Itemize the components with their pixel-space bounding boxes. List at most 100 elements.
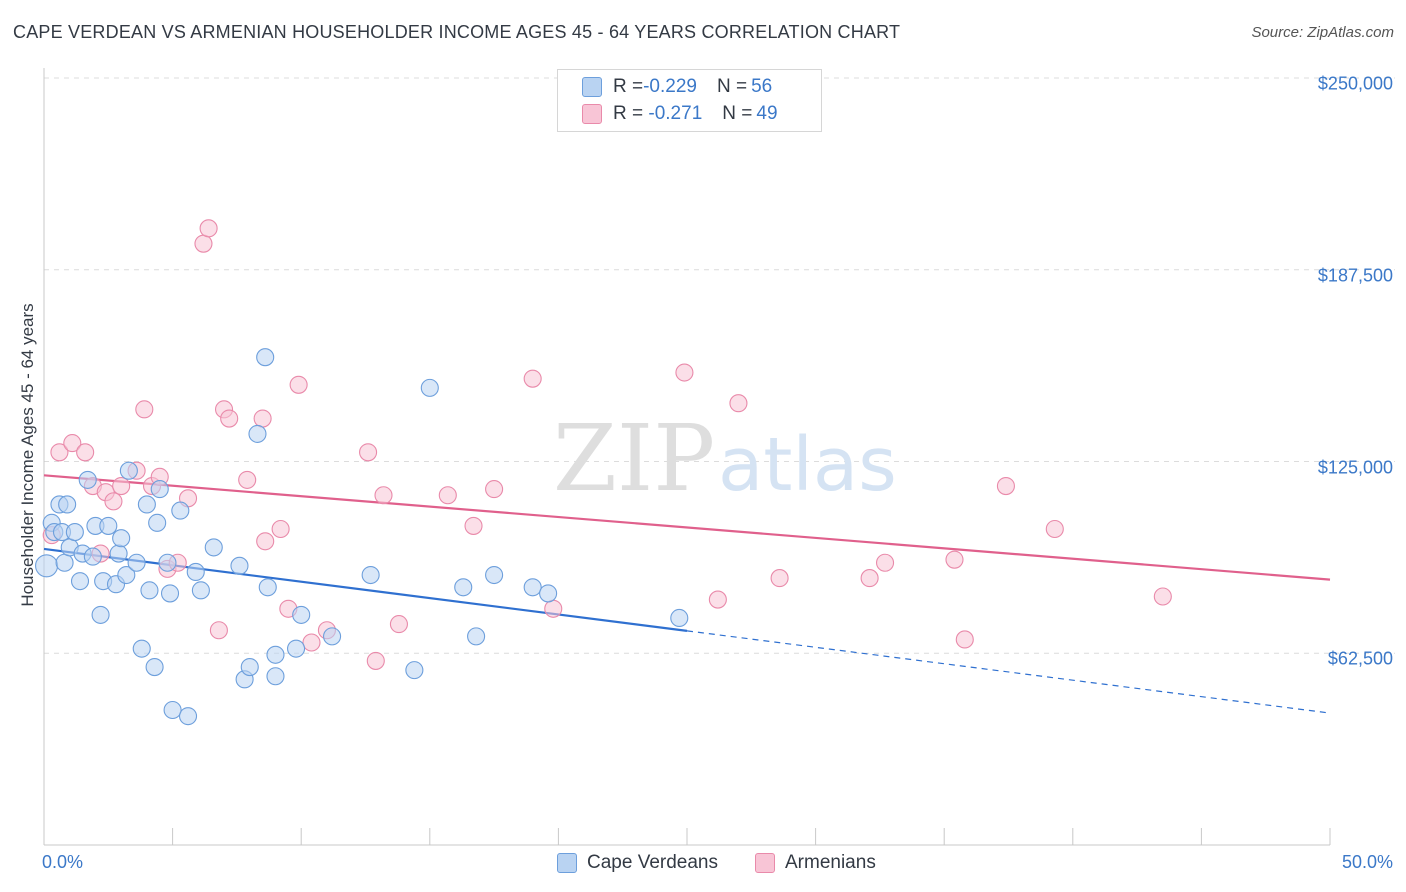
point-armenians <box>289 375 308 394</box>
point-cape-verdeans <box>230 556 249 575</box>
point-armenians <box>544 599 563 618</box>
point-cape-verdeans <box>191 581 210 600</box>
point-cape-verdeans <box>240 658 259 677</box>
point-armenians <box>1153 587 1172 606</box>
axes <box>43 68 1331 846</box>
point-cape-verdeans <box>454 578 473 597</box>
point-armenians <box>359 443 378 462</box>
legend-n-value: 49 <box>756 103 778 124</box>
legend-r-value: -0.229 <box>643 76 697 97</box>
y-tick-label: $250,000 <box>1317 73 1393 94</box>
point-cape-verdeans <box>99 516 118 535</box>
point-armenians <box>76 443 95 462</box>
point-cape-verdeans <box>83 547 102 566</box>
point-armenians <box>104 492 123 511</box>
point-cape-verdeans <box>160 584 180 603</box>
trend-line-cape-verdeans-extension <box>686 630 1331 714</box>
trend-lines <box>43 474 1331 714</box>
x-tick-label-min: 0.0% <box>42 852 84 872</box>
point-cape-verdeans <box>171 501 190 520</box>
point-armenians <box>112 476 131 496</box>
point-armenians <box>955 630 974 649</box>
point-cape-verdeans <box>58 495 77 514</box>
point-cape-verdeans <box>323 627 342 646</box>
legend-n-label: N = <box>722 103 753 124</box>
legend-swatch-blue <box>582 77 602 97</box>
point-cape-verdeans <box>91 605 110 624</box>
bottom-legend-swatch-pink <box>755 853 775 873</box>
point-armenians <box>945 550 964 569</box>
point-cape-verdeans <box>485 565 504 585</box>
point-cape-verdeans <box>405 661 424 680</box>
point-cape-verdeans <box>119 461 138 480</box>
point-cape-verdeans <box>258 578 277 597</box>
source-label: Source: ZipAtlas.com <box>1251 24 1394 41</box>
legend-r-label: R = <box>613 76 644 97</box>
bottom-legend-label: Cape Verdeans <box>587 852 718 873</box>
point-cape-verdeans <box>145 658 164 677</box>
y-tick-label: $187,500 <box>1317 265 1393 286</box>
point-cape-verdeans <box>204 538 223 557</box>
point-cape-verdeans <box>70 572 90 591</box>
trend-line-cape-verdeans <box>43 547 688 632</box>
point-cape-verdeans <box>467 627 486 646</box>
point-armenians <box>729 394 748 413</box>
watermark-zip: ZIP <box>553 405 715 512</box>
point-cape-verdeans <box>137 495 156 514</box>
point-armenians <box>374 486 393 505</box>
point-cape-verdeans <box>163 700 182 720</box>
point-armenians <box>675 363 694 382</box>
point-cape-verdeans <box>109 544 128 563</box>
point-cape-verdeans <box>266 645 285 664</box>
point-cape-verdeans <box>292 605 311 624</box>
point-armenians <box>523 369 542 388</box>
point-armenians <box>50 443 69 462</box>
bottom-legend-label: Armenians <box>785 852 876 873</box>
point-cape-verdeans <box>523 578 542 597</box>
point-cape-verdeans <box>148 513 167 532</box>
watermark-atlas: atlas <box>718 422 897 508</box>
point-cape-verdeans <box>112 529 131 548</box>
point-cape-verdeans <box>158 553 177 572</box>
point-armenians <box>220 409 239 428</box>
chart-title: CAPE VERDEAN VS ARMENIAN HOUSEHOLDER INC… <box>13 22 901 42</box>
legend-row-cape-verdeans: R = -0.229 N = 56 <box>582 75 772 99</box>
point-cape-verdeans <box>266 667 285 686</box>
watermark: ZIP atlas <box>553 405 897 512</box>
legend-n-value: 56 <box>751 76 773 97</box>
legend-r-value: -0.271 <box>643 103 703 124</box>
point-armenians <box>708 590 727 609</box>
legend: R = -0.229 N = 56 R = -0.271 N = 49 <box>557 69 822 132</box>
point-armenians <box>389 615 408 634</box>
point-cape-verdeans <box>248 424 267 443</box>
point-cape-verdeans <box>256 348 275 367</box>
point-armenians <box>875 553 895 572</box>
point-armenians <box>209 621 228 640</box>
point-cape-verdeans <box>186 562 205 581</box>
point-armenians <box>135 400 154 419</box>
bottom-legend-swatch-blue <box>557 853 577 873</box>
legend-r-label: R = <box>613 103 644 124</box>
y-tick-label: $125,000 <box>1317 457 1393 477</box>
y-tick-label: $62,500 <box>1327 648 1393 669</box>
legend-n-label: N = <box>716 76 748 97</box>
legend-swatch-pink <box>582 104 602 124</box>
point-armenians <box>366 651 385 670</box>
point-armenians <box>1045 519 1064 539</box>
point-armenians <box>199 219 218 238</box>
point-cape-verdeans <box>65 523 84 542</box>
point-cape-verdeans <box>117 565 136 585</box>
point-cape-verdeans <box>670 608 689 628</box>
point-armenians <box>238 470 257 489</box>
point-cape-verdeans <box>539 584 558 603</box>
point-armenians <box>464 516 483 535</box>
point-armenians <box>438 486 457 505</box>
point-armenians <box>770 569 789 588</box>
point-cape-verdeans <box>178 707 198 726</box>
data-points <box>35 219 1172 726</box>
point-cape-verdeans <box>150 480 169 499</box>
x-tick-label-max: 50.0% <box>1341 852 1393 872</box>
bottom-legend-armenians: Armenians <box>755 852 876 874</box>
point-cape-verdeans <box>55 553 74 572</box>
